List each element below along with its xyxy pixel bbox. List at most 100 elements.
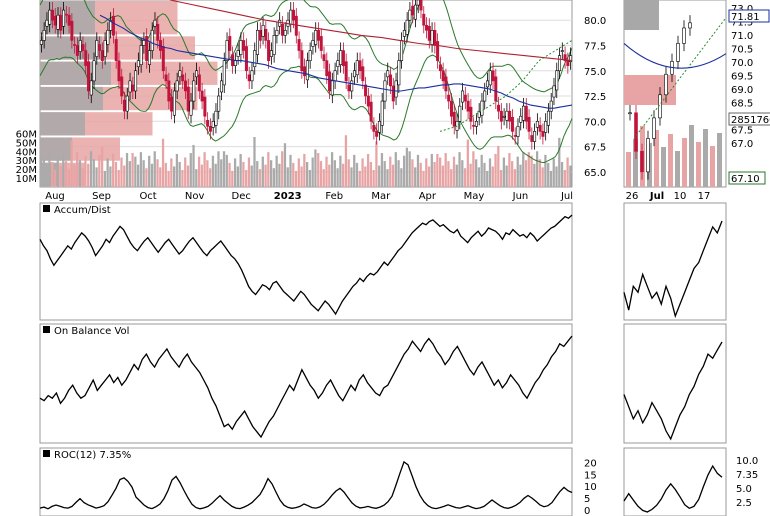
mini-vbp-bar-2 bbox=[624, 75, 676, 105]
candle-body bbox=[192, 80, 196, 102]
volume-bar bbox=[530, 155, 533, 187]
volume-bar bbox=[181, 170, 184, 187]
candle-body bbox=[366, 95, 370, 107]
accum-dist-frame bbox=[39, 202, 573, 321]
candle-body bbox=[430, 30, 434, 45]
candle-body bbox=[391, 85, 395, 102]
roc-tick-label: 5 bbox=[584, 494, 590, 505]
volume-bar bbox=[386, 169, 389, 187]
volume-bar bbox=[569, 165, 572, 187]
candle-body bbox=[217, 95, 221, 112]
candle-body bbox=[472, 125, 476, 127]
volume-bar bbox=[109, 166, 112, 187]
accum-dist-title: Accum/Dist bbox=[54, 205, 111, 216]
candle-body bbox=[172, 90, 176, 116]
candle-body bbox=[316, 30, 320, 41]
candle-body bbox=[278, 19, 282, 27]
candle-body bbox=[461, 90, 465, 103]
volume-bar bbox=[134, 156, 137, 187]
volume-bar bbox=[527, 152, 530, 187]
roc-mini-tick-label: 5.0 bbox=[736, 484, 752, 495]
candle-body bbox=[325, 60, 329, 77]
volume-bar bbox=[524, 160, 528, 187]
volume-bar bbox=[170, 158, 173, 187]
candle-body bbox=[109, 19, 113, 31]
candle-body bbox=[375, 131, 379, 137]
candle-body bbox=[483, 90, 487, 102]
volume-tick-label: 20M bbox=[16, 165, 37, 176]
volume-bar bbox=[342, 163, 345, 187]
candle-body bbox=[81, 44, 85, 51]
candle-body bbox=[389, 74, 393, 87]
volume-bar bbox=[214, 163, 217, 187]
volume-bar bbox=[233, 158, 237, 187]
volume-bar bbox=[364, 166, 367, 187]
volume-bar bbox=[98, 154, 101, 187]
mini-volume-bar bbox=[633, 139, 638, 187]
candle-body bbox=[200, 90, 204, 102]
price-tick-label: 75.0 bbox=[584, 67, 606, 78]
roc-tick-label: 10 bbox=[584, 482, 597, 493]
candle-body bbox=[131, 84, 135, 92]
obv-legend-swatch bbox=[43, 326, 50, 333]
volume-by-price-bar-down bbox=[40, 86, 103, 111]
mini-volume-bar bbox=[675, 151, 680, 187]
candle-body bbox=[89, 80, 93, 96]
volume-bar bbox=[117, 170, 120, 187]
volume-bar bbox=[269, 160, 273, 187]
volume-bar bbox=[339, 155, 342, 187]
month-tick-label: Dec bbox=[232, 191, 251, 202]
volume-bar bbox=[95, 167, 98, 187]
candle-body bbox=[111, 15, 115, 36]
volume-bar bbox=[136, 164, 140, 187]
volume-bar bbox=[123, 165, 126, 187]
volume-bar bbox=[419, 162, 422, 187]
price-tick-label: 67.5 bbox=[584, 143, 606, 154]
volume-bar bbox=[469, 163, 472, 187]
volume-bar bbox=[300, 166, 303, 187]
volume-bar bbox=[114, 161, 118, 187]
mini-volume-bar bbox=[661, 147, 666, 187]
candle-body bbox=[466, 100, 470, 112]
volume-bar bbox=[516, 156, 519, 187]
candle-body bbox=[469, 106, 473, 122]
candle-body bbox=[233, 60, 237, 67]
volume-bar bbox=[42, 158, 46, 187]
candle-body bbox=[441, 70, 445, 82]
candle-body bbox=[328, 71, 332, 92]
volume-bar bbox=[560, 161, 564, 187]
candle-body bbox=[419, 0, 423, 11]
volume-bar bbox=[397, 160, 400, 187]
mini-candle-body bbox=[640, 151, 644, 173]
volume-bar bbox=[400, 168, 403, 187]
candle-body bbox=[502, 115, 506, 118]
volume-bar bbox=[408, 151, 411, 187]
mini-price-highlight: 71.81 bbox=[731, 12, 760, 23]
candle-body bbox=[64, 13, 68, 16]
volume-bar bbox=[336, 168, 339, 187]
mini-candle-body bbox=[628, 112, 632, 115]
candle-body bbox=[505, 110, 509, 121]
candle-body bbox=[197, 74, 201, 92]
mini-volume-highlight-box bbox=[728, 112, 770, 126]
candle-body bbox=[78, 40, 82, 52]
volume-bar bbox=[197, 156, 201, 187]
candle-body bbox=[416, 0, 420, 6]
volume-bar bbox=[275, 155, 278, 187]
candle-body bbox=[319, 36, 323, 51]
volume-bar bbox=[502, 157, 505, 187]
candle-body bbox=[369, 101, 373, 122]
mini-volume-bar bbox=[717, 133, 722, 187]
candle-body bbox=[136, 60, 140, 68]
volume-bar bbox=[486, 170, 489, 187]
volume-bar bbox=[51, 161, 54, 187]
volume-bar bbox=[394, 152, 397, 187]
volume-bar bbox=[184, 157, 187, 187]
candle-body bbox=[549, 100, 553, 112]
candle-body bbox=[427, 25, 431, 41]
candle-body bbox=[214, 110, 218, 126]
volume-bar bbox=[330, 152, 334, 187]
volume-bar bbox=[76, 152, 79, 187]
volume-bar bbox=[283, 143, 287, 187]
volume-bar bbox=[344, 135, 348, 187]
